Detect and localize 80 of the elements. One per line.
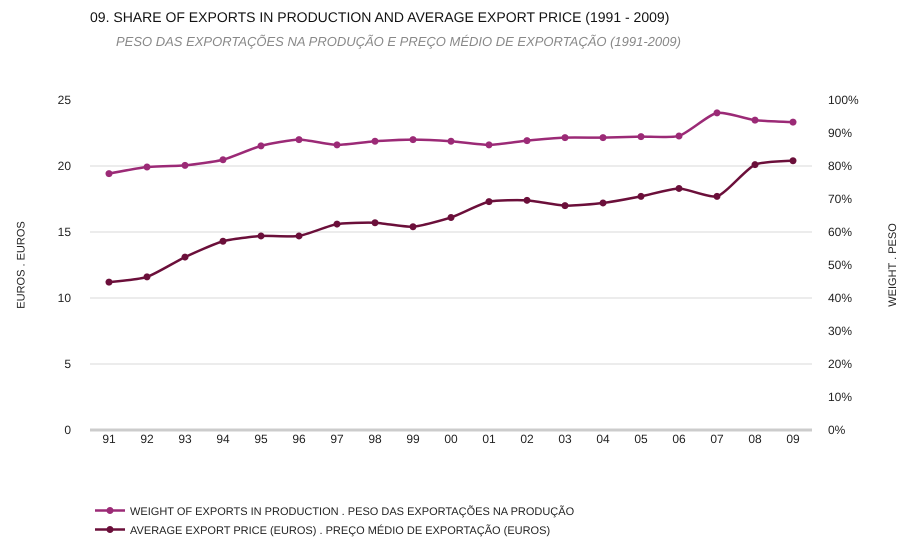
point bbox=[144, 163, 150, 170]
x-tick-label: 05 bbox=[634, 432, 648, 446]
point bbox=[448, 138, 454, 145]
y2-tick-label: 10% bbox=[828, 390, 852, 404]
point bbox=[600, 134, 606, 142]
x-tick-label: 00 bbox=[444, 432, 458, 446]
x-tick-label: 94 bbox=[216, 432, 230, 446]
y2-tick-label: 70% bbox=[828, 192, 852, 206]
point bbox=[410, 223, 416, 230]
point bbox=[638, 192, 644, 200]
x-tick-label: 01 bbox=[482, 432, 496, 446]
y2-tick-label: 20% bbox=[828, 357, 852, 372]
x-tick-label: 97 bbox=[330, 432, 344, 446]
x-tick-label: 91 bbox=[102, 432, 116, 446]
y-tick-label: 20 bbox=[58, 159, 72, 174]
x-tick-label: 98 bbox=[368, 432, 382, 446]
point bbox=[524, 137, 530, 144]
y-tick-label: 5 bbox=[64, 357, 72, 372]
point bbox=[258, 232, 264, 240]
point bbox=[790, 118, 796, 126]
point bbox=[106, 278, 112, 286]
y-axis-title: EUROS . EUROS bbox=[15, 221, 28, 309]
point bbox=[334, 220, 340, 228]
point bbox=[790, 157, 796, 164]
point bbox=[600, 199, 606, 206]
y2-tick-label: 40% bbox=[828, 291, 852, 306]
x-tick-label: 08 bbox=[748, 432, 762, 446]
point bbox=[296, 136, 302, 144]
x-tick-label: 96 bbox=[292, 432, 306, 446]
y2-tick-label: 50% bbox=[828, 258, 852, 272]
y2-tick-label: 30% bbox=[828, 324, 852, 338]
x-tick-label: 93 bbox=[178, 432, 192, 446]
point bbox=[372, 219, 378, 226]
point bbox=[372, 138, 378, 145]
x-tick-label: 99 bbox=[406, 432, 420, 446]
point bbox=[486, 141, 492, 148]
legend-label: WEIGHT OF EXPORTS IN PRODUCTION . PESO DAS EXPORTAÇÕES NA PRODUÇÃO bbox=[130, 504, 575, 518]
y-tick-label: 25 bbox=[58, 93, 72, 108]
y2-tick-label: 0% bbox=[828, 423, 846, 438]
x-tick-label: 03 bbox=[558, 432, 572, 446]
point bbox=[410, 136, 416, 144]
point bbox=[182, 162, 188, 169]
point bbox=[524, 196, 530, 204]
point bbox=[562, 202, 568, 210]
y2-tick-label: 100% bbox=[828, 93, 860, 108]
y2-tick-label: 80% bbox=[828, 159, 852, 174]
point bbox=[144, 273, 150, 280]
y2-tick-label: 60% bbox=[828, 225, 852, 240]
point bbox=[258, 142, 264, 150]
point bbox=[448, 214, 454, 221]
point bbox=[296, 232, 302, 240]
point bbox=[752, 116, 758, 124]
x-tick-label: 95 bbox=[254, 432, 268, 446]
point bbox=[220, 238, 226, 245]
y2-tick-label: 90% bbox=[828, 126, 852, 140]
chart-title: 09. SHARE OF EXPORTS IN PRODUCTION AND AVERAGE EXPORT PRICE (1991 - 2009) bbox=[90, 8, 670, 25]
y2-axis-title: WEIGHT . PESO bbox=[887, 222, 900, 307]
point bbox=[182, 254, 188, 261]
y-tick-label: 10 bbox=[58, 291, 72, 306]
point bbox=[562, 134, 568, 142]
point bbox=[676, 184, 682, 192]
x-tick-label: 06 bbox=[672, 432, 686, 446]
x-tick-label: 07 bbox=[710, 432, 724, 446]
point bbox=[714, 109, 720, 116]
x-tick-label: 09 bbox=[786, 432, 800, 446]
point bbox=[714, 192, 720, 200]
point bbox=[752, 161, 758, 168]
point bbox=[638, 133, 644, 140]
chart-subtitle: PESO DAS EXPORTAÇÕES NA PRODUÇÃO E PREÇO MÉDIO DE EXPORTAÇÃO (1991-2009) bbox=[116, 34, 681, 49]
legend-label: AVERAGE EXPORT PRICE (EUROS) . PREÇO MÉDIO DE EXPORTAÇÃO (EUROS) bbox=[130, 524, 550, 537]
x-tick-label: 04 bbox=[596, 432, 610, 446]
point bbox=[334, 141, 340, 148]
x-tick-label: 02 bbox=[520, 432, 534, 446]
x-tick-label: 92 bbox=[140, 432, 154, 446]
point bbox=[106, 170, 112, 178]
point bbox=[676, 132, 682, 140]
y-tick-label: 0 bbox=[64, 423, 72, 438]
point bbox=[220, 156, 226, 164]
y-tick-label: 15 bbox=[58, 225, 72, 240]
point bbox=[486, 198, 492, 206]
